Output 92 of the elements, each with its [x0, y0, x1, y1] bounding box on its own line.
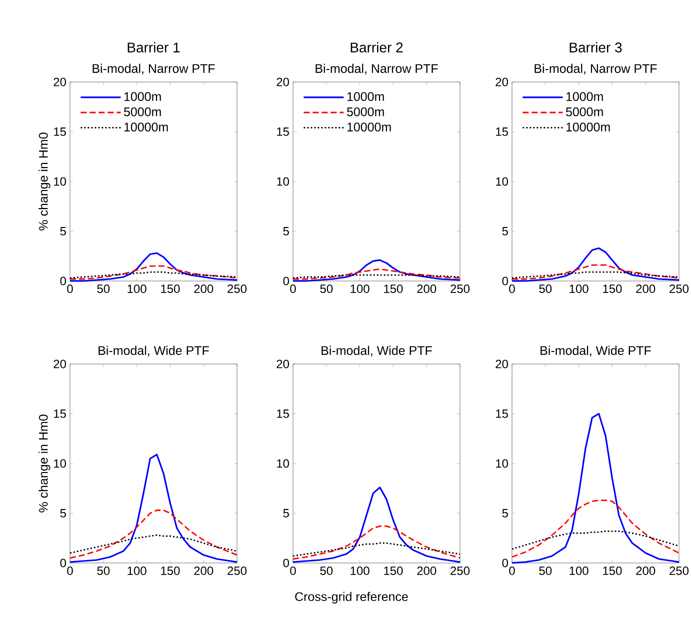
y-tick-label: 20	[276, 78, 290, 86]
y-tick-label: 5	[283, 227, 289, 236]
legend-label: 5000m	[124, 107, 161, 116]
x-tick-label: 250	[450, 566, 470, 576]
y-tick-label: 10	[54, 177, 66, 186]
x-tick-label: 100	[350, 284, 370, 294]
x-tick-label: 0	[290, 566, 296, 576]
x-tick-label: 50	[97, 284, 110, 294]
chart-title: Bi-modal, Wide PTF	[98, 346, 209, 356]
chart-subtitle: Bi-modal, Narrow PTF	[316, 64, 438, 74]
x-tick-label: 50	[539, 284, 552, 294]
y-tick-label: 10	[277, 459, 290, 468]
x-tick-label: 100	[570, 566, 588, 576]
legend-label: 10000m	[566, 122, 610, 132]
x-tick-label: 150	[603, 566, 622, 576]
chart-title: Barrier 1	[128, 42, 180, 52]
y-tick-label: 0	[60, 558, 66, 568]
y-tick-label: 5	[60, 509, 66, 518]
y-tick-label: 10	[496, 177, 508, 186]
x-axis-title: Cross-grid reference	[295, 592, 408, 604]
x-tick-label: 150	[384, 566, 403, 576]
y-tick-label: 0	[283, 276, 290, 286]
x-tick-label: 0	[67, 566, 73, 576]
chart-title: Barrier 3	[570, 42, 622, 52]
line-series	[511, 247, 680, 282]
x-tick-label: 0	[67, 284, 73, 294]
line-series	[511, 412, 680, 564]
x-tick-label: 250	[228, 566, 247, 576]
y-tick-label: 15	[277, 128, 289, 136]
x-tick-label: 50	[320, 284, 333, 294]
y-tick-label: 5	[60, 227, 66, 236]
y-tick-label: 20	[54, 360, 66, 368]
y-tick-label: 15	[54, 128, 66, 136]
chart-subtitle: Bi-modal, Narrow PTF	[534, 64, 657, 74]
x-tick-label: 50	[539, 566, 552, 576]
x-tick-label: 250	[450, 284, 470, 294]
y-tick-label: 5	[283, 509, 289, 518]
chart-title: Bi-modal, Wide PTF	[322, 346, 432, 356]
x-tick-label: 200	[636, 284, 656, 294]
y-tick-label: 20	[54, 78, 66, 86]
y-tick-label: 0	[283, 558, 290, 568]
legend-label: 1000m	[124, 92, 161, 102]
chart-subtitle: Bi-modal, Narrow PTF	[92, 64, 215, 74]
x-tick-label: 250	[670, 566, 689, 576]
legend-label: 10000m	[347, 122, 391, 132]
y-tick-label: 15	[496, 410, 508, 418]
x-tick-label: 200	[417, 566, 436, 576]
y-tick-label: 0	[502, 276, 508, 286]
x-tick-label: 100	[350, 566, 370, 576]
y-tick-label: 5	[502, 509, 508, 518]
y-axis-title: % change in Hm0	[38, 414, 50, 512]
y-tick-label: 10	[496, 459, 508, 468]
x-tick-label: 50	[320, 566, 333, 576]
legend-label: 1000m	[566, 92, 603, 102]
x-tick-label: 0	[509, 284, 515, 294]
x-tick-label: 50	[97, 566, 110, 576]
x-tick-label: 200	[194, 284, 214, 294]
y-tick-label: 0	[60, 276, 66, 286]
legend-label: 1000m	[347, 92, 384, 102]
x-tick-label: 0	[290, 284, 296, 294]
line-series	[292, 259, 461, 282]
x-tick-label: 100	[128, 566, 146, 576]
x-tick-label: 0	[509, 566, 515, 576]
x-tick-label: 150	[384, 284, 403, 294]
x-tick-label: 250	[670, 284, 689, 294]
x-tick-label: 150	[161, 566, 180, 576]
y-tick-label: 20	[276, 360, 290, 368]
x-tick-label: 150	[603, 284, 622, 294]
y-tick-label: 20	[496, 78, 508, 86]
x-tick-label: 150	[161, 284, 180, 294]
y-tick-label: 15	[54, 410, 66, 418]
y-tick-label: 15	[496, 128, 508, 136]
legend-label: 5000m	[566, 107, 603, 116]
chart-title: Bi-modal, Wide PTF	[540, 346, 651, 356]
x-tick-label: 200	[417, 284, 436, 294]
x-tick-label: 100	[570, 284, 588, 294]
y-tick-label: 5	[502, 227, 508, 236]
y-tick-label: 10	[277, 177, 290, 186]
y-tick-label: 15	[277, 410, 289, 418]
line-series	[69, 454, 238, 563]
y-tick-label: 10	[54, 459, 66, 468]
x-tick-label: 200	[194, 566, 214, 576]
x-tick-label: 200	[636, 566, 656, 576]
y-axis-title: % change in Hm0	[38, 132, 50, 230]
y-tick-label: 20	[496, 360, 508, 368]
legend-label: 10000m	[124, 122, 168, 132]
y-tick-label: 0	[502, 558, 508, 568]
x-tick-label: 250	[228, 284, 247, 294]
chart-title: Barrier 2	[350, 42, 403, 52]
legend-label: 5000m	[346, 107, 384, 116]
x-tick-label: 100	[128, 284, 146, 294]
line-series	[292, 486, 461, 563]
